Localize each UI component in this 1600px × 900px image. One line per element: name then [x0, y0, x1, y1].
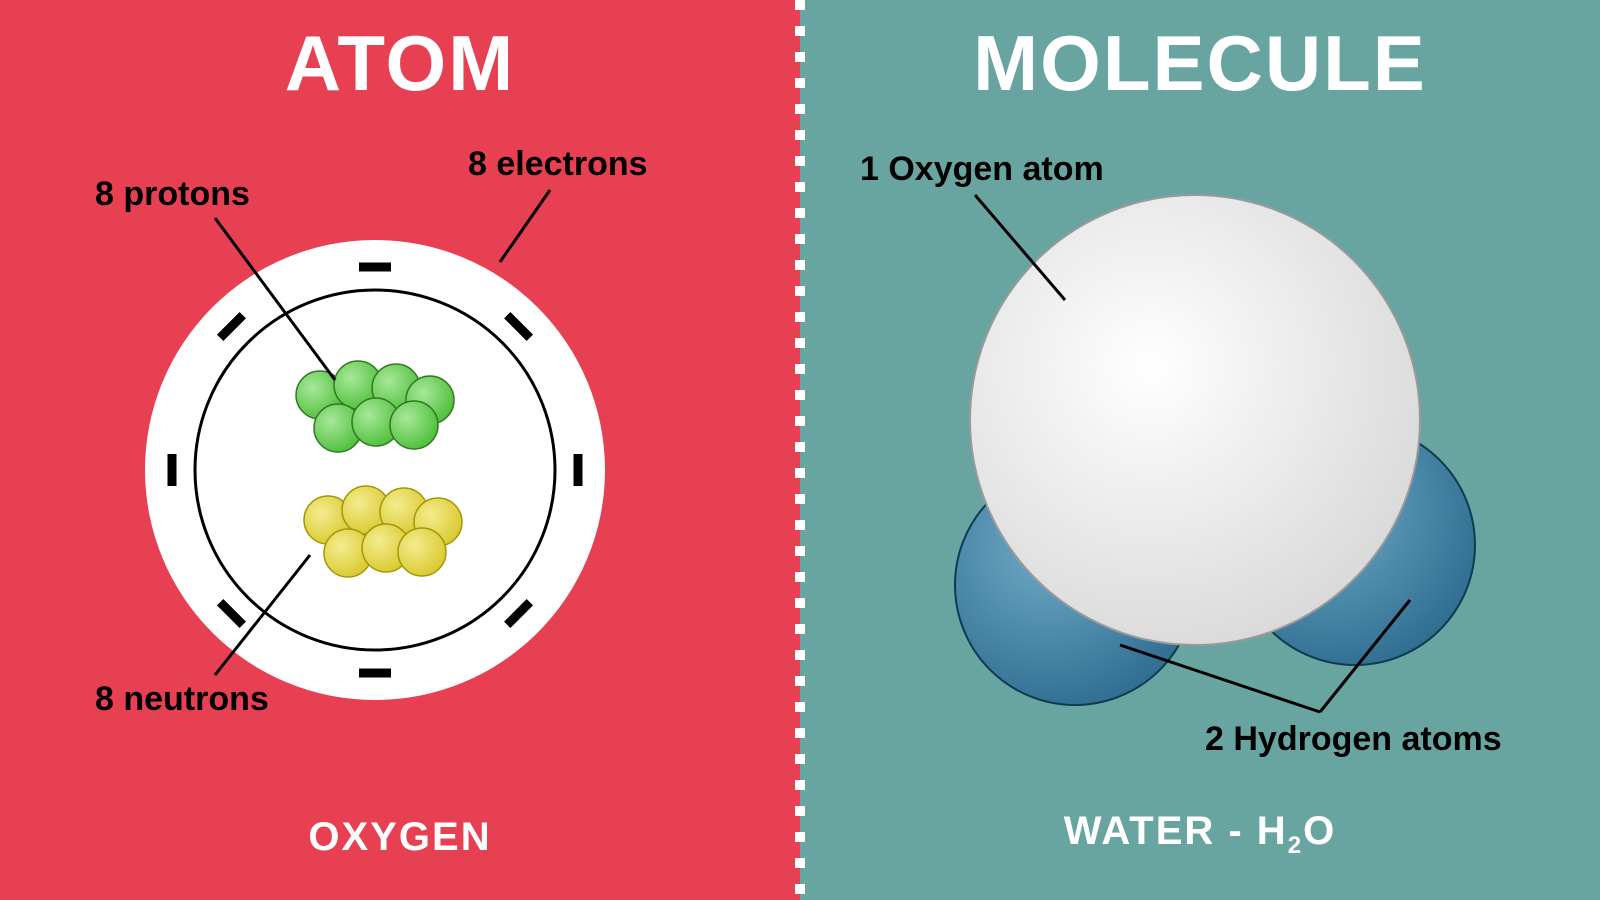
panel-divider: [0, 0, 1600, 900]
